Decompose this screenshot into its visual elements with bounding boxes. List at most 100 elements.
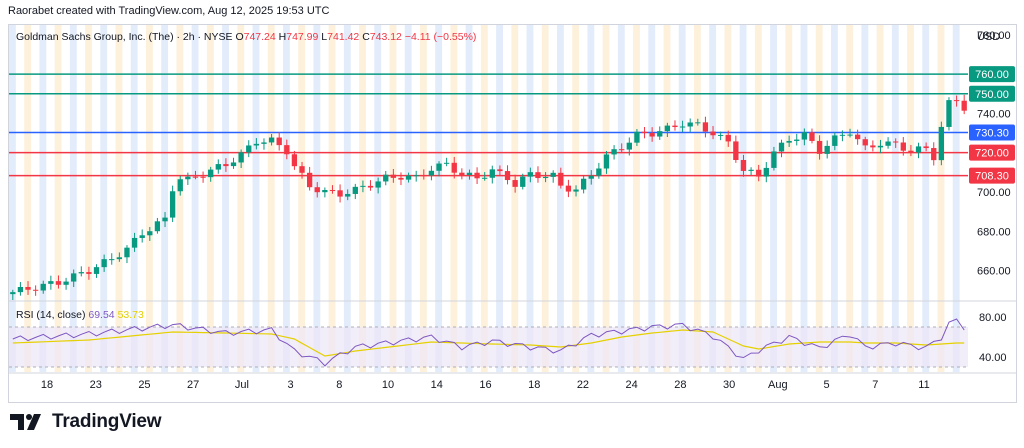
level-label-box: [969, 85, 1015, 102]
tradingview-logo-icon: [10, 414, 41, 430]
candle-body: [679, 126, 686, 128]
high-value: 747.99: [286, 31, 319, 43]
session-band-blue: [587, 25, 595, 372]
price-tick-label: 700.00: [977, 187, 1011, 199]
candle-body: [641, 131, 648, 134]
candle-body: [109, 259, 115, 261]
candle-body: [504, 171, 511, 181]
time-tick-label: 18: [528, 379, 540, 391]
session-band-orange: [206, 25, 214, 372]
candle-body: [527, 172, 534, 177]
level-label: 760.00: [975, 69, 1009, 81]
candle-body: [611, 149, 617, 155]
session-band-blue: [313, 25, 321, 372]
candle-body: [877, 145, 884, 148]
candle-body: [40, 283, 46, 291]
candle-body: [78, 272, 84, 274]
session-band-blue: [9, 25, 16, 372]
session-band-blue: [770, 25, 777, 372]
candle-body: [710, 131, 716, 136]
session-band-orange: [54, 25, 62, 372]
session-band-orange: [724, 25, 732, 372]
candle-body: [725, 134, 731, 142]
high-label: H: [278, 31, 287, 43]
candle-body: [71, 273, 77, 282]
candle-body: [116, 257, 123, 260]
session-band-orange: [663, 25, 671, 372]
candle-body: [520, 176, 526, 187]
candle-body: [854, 134, 861, 140]
session-band-blue: [800, 25, 808, 372]
session-band-blue: [891, 25, 899, 372]
candle-body: [147, 231, 153, 236]
candle-body: [801, 132, 808, 140]
session-band-orange: [694, 25, 701, 372]
candle-body: [733, 141, 739, 160]
candle-body: [383, 174, 389, 182]
candle-body: [870, 145, 876, 148]
candle-body: [885, 141, 891, 146]
session-band-orange: [237, 25, 245, 372]
candle-body: [847, 134, 853, 136]
candle-body: [124, 247, 130, 258]
candle-body: [405, 175, 412, 180]
candle-body: [238, 152, 244, 163]
candle-body: [596, 168, 602, 176]
time-tick-label: 5: [823, 379, 829, 391]
time-tick-label: 27: [187, 379, 199, 391]
candle-body: [177, 179, 183, 192]
candle-body: [215, 164, 221, 170]
candle-body: [329, 190, 336, 192]
time-tick-label: 23: [90, 379, 102, 391]
level-label-box: [969, 144, 1015, 161]
attribution-text: Raorabet created with TradingView.com, A…: [8, 5, 330, 17]
candle-body: [908, 150, 914, 153]
candle-body: [169, 191, 176, 218]
candle-body: [246, 145, 252, 153]
candle-body: [443, 162, 450, 164]
session-band-orange: [602, 25, 610, 372]
time-tick-label: 3: [288, 379, 294, 391]
candle-body: [626, 142, 632, 150]
session-band-orange: [572, 25, 580, 372]
candle-body: [86, 272, 92, 274]
session-band-blue: [100, 25, 108, 372]
candle-body: [809, 132, 815, 141]
candle-body: [900, 142, 906, 151]
time-tick-label: 22: [577, 379, 589, 391]
session-band-orange: [785, 25, 793, 372]
session-band-blue: [648, 25, 656, 372]
currency-label[interactable]: USD: [977, 31, 1001, 43]
candle-body: [367, 185, 374, 188]
candle-body: [276, 137, 282, 146]
candle-body: [413, 175, 419, 177]
candle-body: [101, 259, 107, 268]
candle-body: [306, 172, 313, 188]
candle-body: [93, 267, 100, 274]
session-band-orange: [359, 25, 366, 372]
session-band-orange: [298, 25, 306, 372]
candle-body: [200, 176, 206, 178]
rsi-ma-line: [12, 329, 965, 357]
session-band-orange: [754, 25, 762, 372]
close-label: C: [362, 31, 370, 43]
candle-body: [893, 141, 899, 143]
session-band-orange: [420, 25, 427, 372]
rsi-label: RSI (14, close): [16, 309, 86, 321]
candle-body: [771, 151, 777, 168]
time-tick-label: 28: [674, 379, 686, 391]
tradingview-logo[interactable]: TradingView: [10, 411, 162, 433]
session-band-orange: [633, 25, 640, 372]
session-band-blue: [861, 25, 869, 372]
time-tick-label: 10: [382, 379, 394, 391]
change-value: −4.11 (−0.55%): [404, 31, 477, 43]
candle-body: [284, 145, 290, 155]
candle-body: [352, 186, 358, 194]
low-label: L: [321, 31, 328, 43]
candle-body: [337, 190, 343, 197]
session-band-blue: [496, 25, 503, 372]
candle-body: [832, 135, 838, 146]
candle-body: [32, 289, 39, 291]
candle-body: [824, 145, 830, 154]
